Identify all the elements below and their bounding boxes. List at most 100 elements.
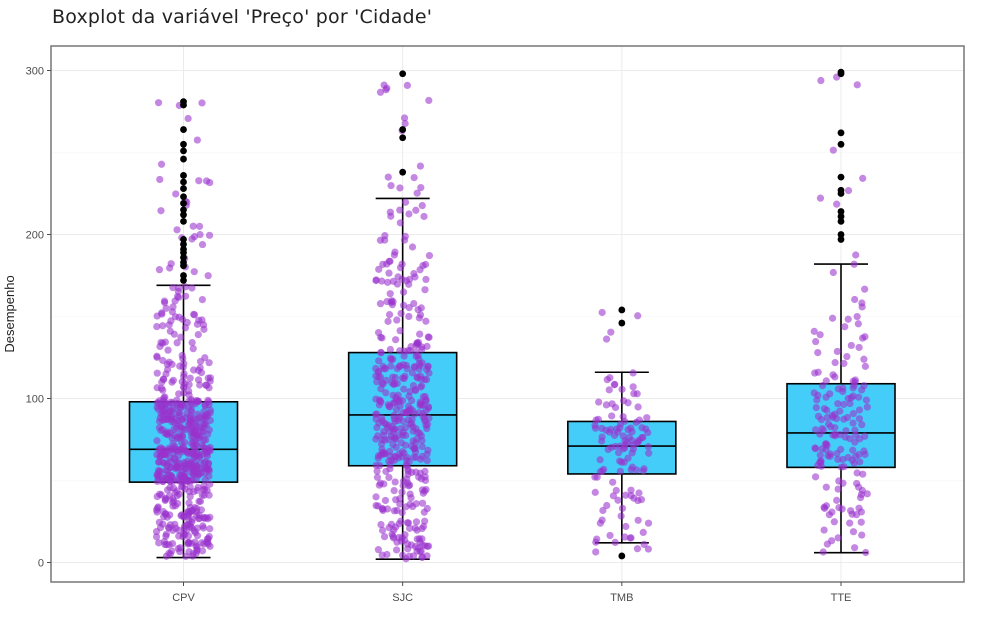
- jitter-point: [167, 398, 175, 406]
- jitter-point: [407, 442, 416, 450]
- jitter-point: [419, 409, 427, 418]
- outlier-point: [837, 231, 845, 238]
- jitter-point: [162, 304, 170, 312]
- jitter-point: [176, 547, 184, 556]
- jitter-point: [618, 504, 627, 512]
- jitter-point: [396, 347, 404, 355]
- jitter-point: [822, 483, 830, 491]
- jitter-point: [173, 339, 181, 347]
- jitter-point: [161, 398, 169, 407]
- jitter-point: [861, 285, 869, 293]
- jitter-point: [196, 230, 204, 239]
- jitter-point: [406, 387, 414, 396]
- jitter-point: [175, 390, 183, 398]
- jitter-point: [603, 376, 611, 384]
- box-tte: [786, 382, 896, 469]
- jitter-point: [161, 496, 169, 505]
- jitter-point: [861, 450, 869, 459]
- jitter-point: [833, 496, 841, 504]
- outlier-point: [837, 129, 845, 137]
- jitter-point: [615, 449, 623, 457]
- outlier-point: [180, 258, 187, 266]
- jitter-point: [408, 396, 416, 405]
- jitter-point: [411, 386, 420, 395]
- jitter-point: [396, 327, 404, 335]
- jitter-point: [633, 466, 641, 474]
- jitter-point: [602, 335, 611, 343]
- jitter-point: [188, 338, 196, 347]
- jitter-point: [376, 397, 384, 405]
- jitter-point: [823, 413, 831, 422]
- jitter-point: [849, 384, 857, 392]
- jitter-point: [387, 432, 396, 441]
- jitter-point: [628, 428, 636, 436]
- jitter-point: [376, 300, 385, 308]
- jitter-point: [385, 269, 393, 277]
- outlier-point: [180, 211, 187, 219]
- jitter-point: [640, 465, 648, 473]
- jitter-point: [198, 547, 207, 555]
- jitter-point: [196, 364, 204, 372]
- jitter-point: [419, 489, 427, 497]
- jitter-point: [419, 261, 427, 270]
- jitter-point: [598, 433, 606, 441]
- jitter-point: [413, 526, 421, 534]
- outlier-point: [180, 277, 187, 284]
- jitter-point: [154, 99, 163, 107]
- jitter-point: [383, 260, 391, 268]
- jitter-point: [821, 504, 829, 512]
- jitter-point: [389, 441, 397, 449]
- jitter-point: [811, 369, 819, 377]
- jitter-point: [377, 440, 386, 448]
- jitter-point: [201, 354, 209, 362]
- jitter-point: [165, 540, 173, 549]
- jitter-point: [402, 361, 410, 370]
- jitter-point: [167, 446, 175, 454]
- jitter-point: [598, 308, 606, 317]
- jitter-point: [155, 424, 164, 432]
- jitter-point: [608, 412, 616, 420]
- outlier-point: [180, 193, 187, 201]
- outlier-layer: [180, 68, 845, 560]
- jitter-point: [831, 358, 839, 367]
- jitter-point: [425, 251, 434, 260]
- jitter-point: [408, 243, 417, 251]
- jitter-point: [153, 437, 161, 445]
- jitter-point: [850, 260, 858, 268]
- jitter-point: [840, 400, 848, 408]
- panel-border: [50, 45, 965, 583]
- jitter-point: [853, 469, 861, 477]
- jitter-point: [159, 449, 167, 458]
- jitter-point: [153, 403, 161, 411]
- jitter-point: [401, 119, 409, 128]
- jitter-point: [386, 461, 394, 469]
- jitter-point: [402, 461, 410, 469]
- jitter-point: [418, 452, 426, 461]
- jitter-point: [620, 458, 628, 466]
- jitter-point: [386, 345, 394, 354]
- jitter-point: [412, 518, 421, 526]
- jitter-point: [194, 470, 203, 479]
- jitter-point: [862, 548, 870, 557]
- jitter-point: [185, 381, 193, 389]
- jitter-point: [847, 507, 855, 515]
- jitter-point: [412, 348, 420, 356]
- jitter-point: [606, 531, 614, 540]
- jitter-point: [862, 396, 870, 404]
- jitter-point: [192, 476, 200, 484]
- jitter-point: [400, 385, 408, 393]
- jitter-point: [816, 331, 824, 339]
- jitter-point: [194, 376, 203, 384]
- jitter-point: [408, 369, 416, 377]
- outlier-point: [180, 272, 187, 279]
- jitter-point: [391, 417, 399, 425]
- jitter-point: [184, 403, 193, 411]
- x-tick-label-tte: TTE: [831, 592, 852, 604]
- jitter-point: [382, 86, 390, 94]
- jitter-point: [846, 519, 854, 527]
- jitter-point: [184, 114, 192, 123]
- jitter-point: [396, 184, 404, 192]
- jitter-point: [180, 373, 188, 381]
- jitter-point: [842, 427, 850, 435]
- jitter-point: [159, 386, 167, 394]
